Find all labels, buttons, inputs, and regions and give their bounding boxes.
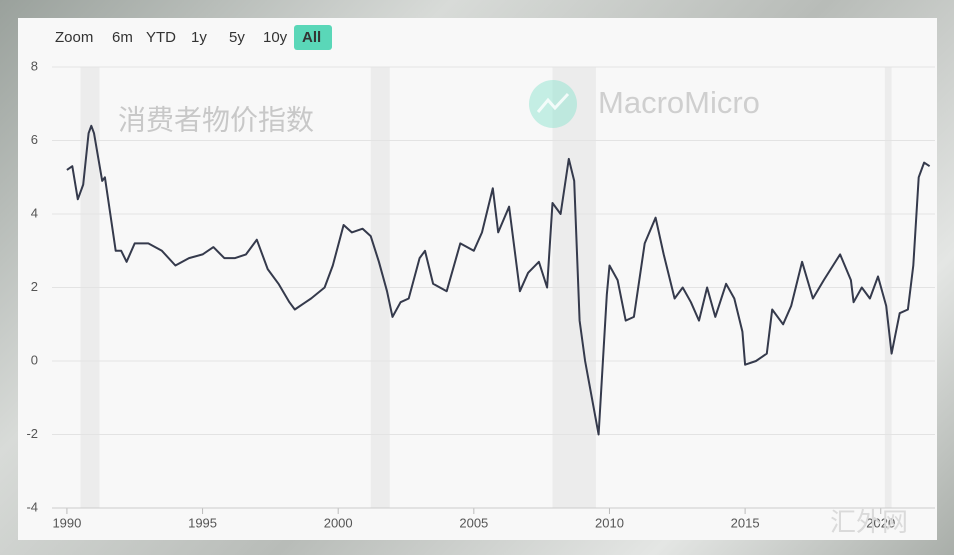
toolbar: 6m YTD 1y 5y 10y All: [112, 25, 332, 50]
y-tick-label: 6: [31, 132, 38, 147]
range-button[interactable]: 1y: [191, 29, 207, 46]
range-button[interactable]: 6m: [112, 29, 133, 46]
zoom-label: Zoom: [55, 29, 93, 46]
y-tick-label: -4: [26, 499, 38, 514]
x-tick-label: 2020: [866, 515, 895, 530]
button-bg[interactable]: [294, 25, 332, 50]
plot: [66, 124, 931, 436]
chart-title: 消费者物价指数: [118, 104, 314, 135]
range-button[interactable]: YTD: [146, 29, 176, 46]
x-tick-label: 1995: [188, 515, 217, 530]
x-tick-label: 2015: [731, 515, 760, 530]
range-button[interactable]: 10y: [263, 29, 288, 46]
x-tick-label: 2005: [459, 515, 488, 530]
card: [18, 18, 937, 540]
data-line: [66, 124, 931, 436]
y-tick-label: 2: [31, 279, 38, 294]
y-tick-label: 0: [31, 352, 38, 367]
x-tick-label: 2000: [324, 515, 353, 530]
grid: -4 -2 0 2 4 6 8 1990 1995 2000 2005 2010 2015 2020: [26, 58, 935, 530]
y-tick-label: 8: [31, 58, 38, 73]
logo-mark: [536, 92, 570, 113]
x-tick-label: 1990: [52, 515, 81, 530]
x-tick-label: 2010: [595, 515, 624, 530]
watermark: MacroMicro: [598, 85, 760, 120]
corner-watermark: 汇外网: [830, 507, 908, 537]
y-tick-label: 4: [31, 205, 38, 220]
range-button[interactable]: All: [302, 29, 321, 46]
range-button[interactable]: 5y: [229, 29, 245, 46]
y-tick-label: -2: [26, 426, 38, 441]
